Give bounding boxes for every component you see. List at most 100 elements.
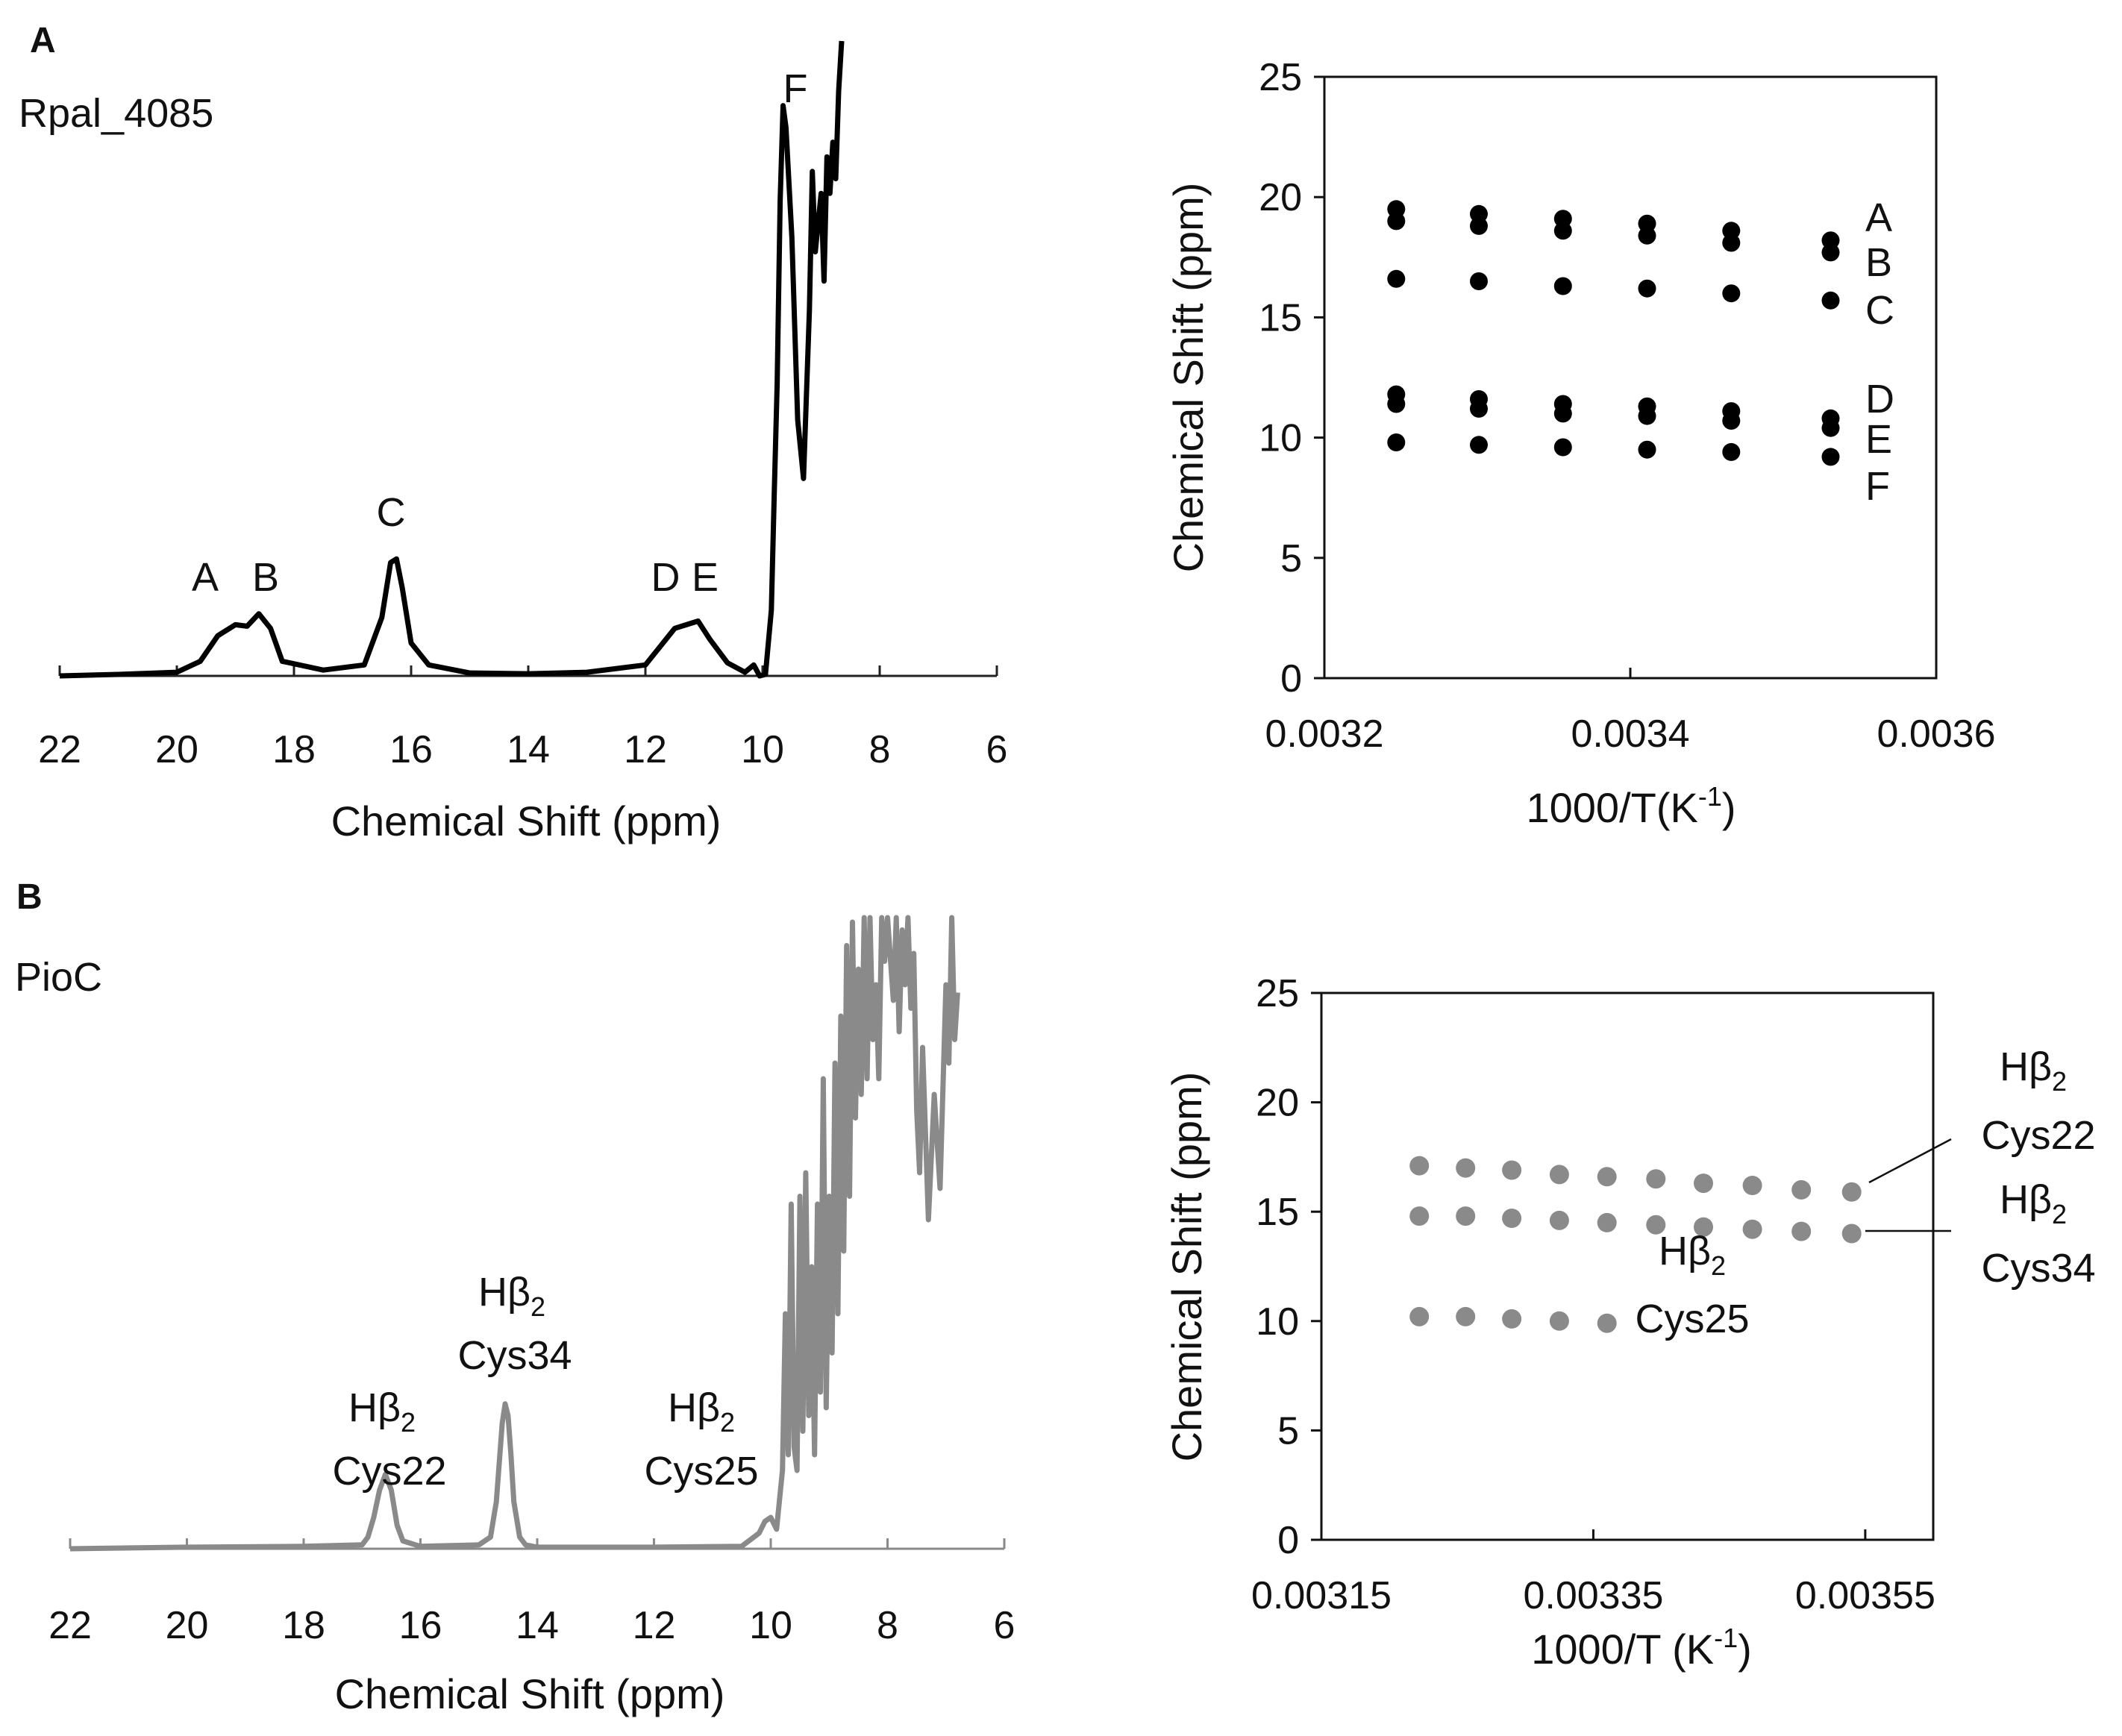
plot-b-hb-cys34: Hβ2: [2000, 1177, 2067, 1229]
data-point-b: [1387, 212, 1406, 231]
data-point-cys34: [1742, 1219, 1762, 1239]
plot-b-ticks: [1311, 991, 1867, 1541]
data-point-b: [1553, 222, 1572, 240]
data-point-f: [1638, 440, 1656, 459]
panel-letter-b: B: [16, 877, 43, 917]
data-point-cys25: [1409, 1306, 1430, 1326]
peak-hb-cys25: Hβ2: [668, 1385, 735, 1438]
series-label-f: F: [1865, 464, 1890, 509]
x-tick-label: 8: [869, 728, 891, 771]
peak-label-f: F: [783, 66, 808, 111]
x-tick-label: 0.0034: [1571, 712, 1689, 756]
data-point-e: [1553, 404, 1572, 423]
spectrum-b-tick-labels: 22 20 18 16 14 12 10 8 6: [48, 1604, 1015, 1647]
x-tick-label: 0.0036: [1877, 712, 1995, 756]
data-point-cys25: [1502, 1309, 1522, 1329]
sample-name-a: Rpal_4085: [19, 91, 213, 136]
plot-a-frame: [1323, 75, 1938, 680]
x-tick-label: 14: [516, 1604, 559, 1647]
data-point-e: [1470, 399, 1488, 418]
x-tick-label: 20: [166, 1604, 209, 1647]
data-point-cys22: [1694, 1173, 1713, 1194]
plot-a-xlabel-sup: -1: [1698, 781, 1722, 812]
y-tick-label: 0: [1280, 657, 1302, 701]
peak-label-cys22: Cys22: [332, 1449, 446, 1494]
x-tick-label: 14: [507, 728, 550, 771]
plot-a-tick-labels: 0 5 10 15 20 25 0.0032 0.0034 0.0036: [1259, 56, 1995, 756]
plot-b-xlabel-main: 1000/T (K: [1531, 1626, 1714, 1673]
data-point-b: [1470, 216, 1488, 235]
plot-b-label-cys25: Cys25: [1635, 1297, 1749, 1341]
plot-b-points: [1409, 1156, 1862, 1333]
plot-b-ylabel: Chemical Shift (ppm): [1163, 1072, 1210, 1462]
data-point-e: [1722, 412, 1741, 430]
plot-a-xlabel-end: ): [1722, 784, 1736, 831]
data-point-cys22: [1791, 1179, 1812, 1200]
peak-label-a: A: [192, 555, 219, 600]
x-tick-label: 10: [741, 728, 784, 771]
plot-a-ylabel: Chemical Shift (ppm): [1165, 183, 1212, 573]
data-point-c: [1470, 272, 1488, 290]
peak-label-c: C: [377, 490, 406, 535]
data-point-b: [1638, 226, 1656, 245]
series-label-b: B: [1865, 240, 1892, 285]
peak-label-e: E: [692, 555, 719, 600]
x-tick-label: 10: [749, 1604, 792, 1647]
spectrum-a-tick-labels: 22 20 18 16 14 12 10 8 6: [38, 728, 1007, 771]
y-tick-label: 10: [1259, 417, 1302, 460]
x-tick-label: 12: [633, 1604, 676, 1647]
data-point-f: [1821, 448, 1840, 466]
plot-b-label-cys22: Cys22: [1981, 1113, 2095, 1158]
spectrum-a-line: [59, 40, 845, 679]
y-tick-label: 0: [1277, 1519, 1299, 1562]
x-tick-label: 6: [986, 728, 1008, 771]
plot-b-xlabel-end: ): [1738, 1626, 1752, 1673]
y-tick-label: 20: [1259, 176, 1302, 219]
series-label-e: E: [1865, 417, 1892, 462]
x-tick-label: 20: [155, 728, 198, 771]
series-label-d: D: [1865, 377, 1894, 422]
plot-a-ticks: [1314, 75, 1938, 680]
y-tick-label: 15: [1256, 1191, 1299, 1234]
x-tick-label: 12: [624, 728, 667, 771]
y-tick-label: 25: [1259, 56, 1302, 99]
plot-b-tick-labels: 0 5 10 15 20 25 0.00315 0.00335 0.00355: [1251, 972, 1935, 1617]
series-label-c: C: [1865, 288, 1894, 333]
x-tick-label: 6: [994, 1604, 1015, 1647]
data-point-cys22: [1456, 1158, 1476, 1178]
data-point-cys34: [1694, 1217, 1713, 1237]
data-point-c: [1387, 269, 1406, 288]
y-tick-label: 20: [1256, 1082, 1299, 1125]
peak-label-b: B: [252, 555, 279, 600]
plot-b-label-cys34: Cys34: [1981, 1246, 2095, 1291]
data-point-c: [1638, 279, 1656, 298]
x-tick-label: 8: [877, 1604, 898, 1647]
plot-a-xlabel: 1000/T(K-1): [1526, 781, 1736, 831]
data-point-b: [1722, 234, 1741, 252]
x-tick-label: 0.00355: [1795, 1574, 1935, 1617]
plot-b-frame: [1320, 991, 1935, 1541]
temperature-plot-a: 0 5 10 15 20 25 0.0032 0.0034 0.0036 Chemical Sh…: [1165, 56, 1996, 831]
peak-hb-cys34: Hβ2: [478, 1270, 545, 1322]
data-point-cys22: [1597, 1167, 1617, 1187]
data-point-cys22: [1409, 1156, 1430, 1176]
data-point-e: [1638, 407, 1656, 425]
data-point-cys34: [1646, 1215, 1666, 1235]
data-point-e: [1387, 395, 1406, 413]
sample-name-b: PioC: [15, 955, 102, 1000]
x-tick-label: 0.00315: [1251, 1574, 1392, 1617]
data-point-cys25: [1456, 1306, 1476, 1326]
data-point-f: [1470, 436, 1488, 454]
panel-letter-a: A: [30, 21, 56, 60]
data-point-f: [1722, 442, 1741, 461]
data-point-e: [1821, 419, 1840, 437]
series-label-a: A: [1865, 195, 1892, 240]
x-tick-label: 22: [48, 1604, 92, 1647]
temperature-plot-b: 0 5 10 15 20 25 0.00315 0.00335 0.00355 Chemical…: [1163, 972, 2096, 1673]
peak-hb-cys22: Hβ2: [348, 1385, 416, 1438]
peak-label-d: D: [651, 555, 680, 600]
x-tick-label: 18: [272, 728, 316, 771]
spectrum-a-xlabel: Chemical Shift (ppm): [331, 798, 722, 845]
data-point-cys34: [1597, 1212, 1617, 1232]
